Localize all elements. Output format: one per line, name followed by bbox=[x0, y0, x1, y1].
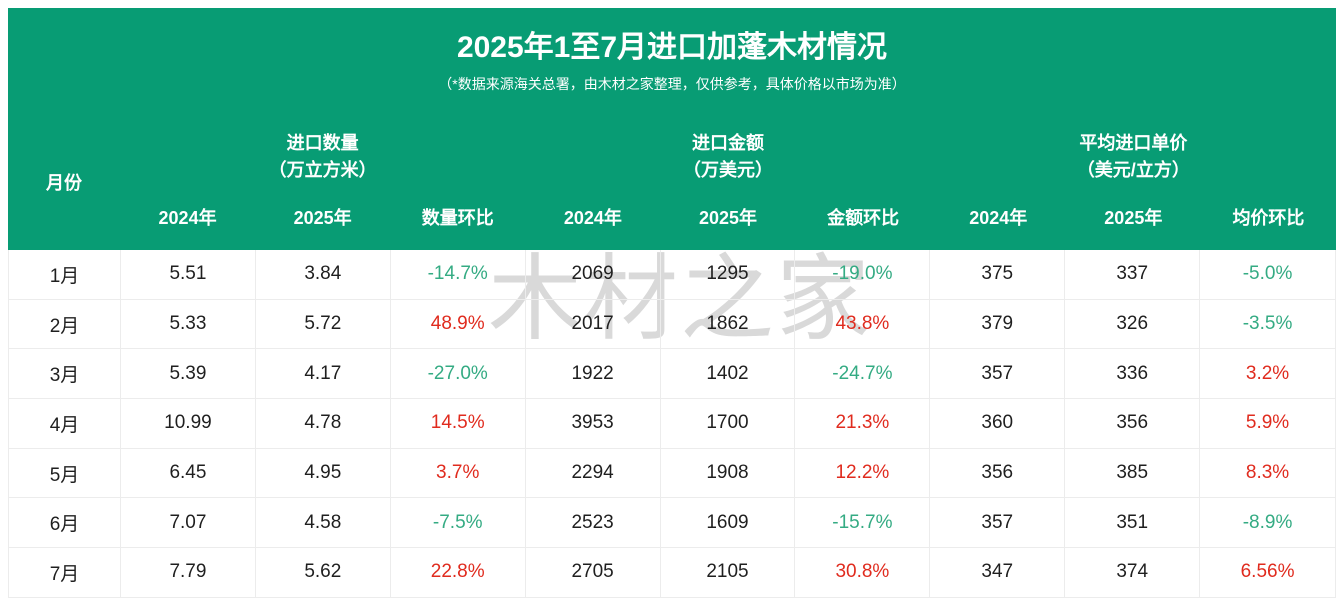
table-cell: 1862 bbox=[660, 299, 796, 350]
column-header-amt-mom: 金额环比 bbox=[827, 208, 900, 228]
group-header-quantity: 进口数量 （万立方米） bbox=[120, 122, 525, 192]
column-header-price-2025: 2025年 bbox=[1104, 208, 1163, 228]
table-header-block: 2025年1至7月进口加蓬木材情况 （*数据来源海关总署，由木材之家整理，仅供参… bbox=[8, 8, 1336, 250]
table-cell: 1295 bbox=[660, 250, 796, 300]
month-cell: 4月 bbox=[9, 399, 121, 449]
table-cell: 5.33 bbox=[121, 299, 256, 350]
table-cell: 2523 bbox=[525, 498, 661, 549]
table-cell-mom: -7.5% bbox=[390, 498, 526, 549]
table-cell-mom: 3.7% bbox=[390, 448, 526, 499]
group-header-amount-unit: （万美元） bbox=[682, 160, 773, 180]
table-cell: 7.79 bbox=[121, 548, 256, 598]
table-cell-mom: -3.5% bbox=[1200, 300, 1335, 350]
table-cell-mom: 14.5% bbox=[390, 399, 526, 449]
table-cell-mom: -24.7% bbox=[795, 349, 931, 400]
table-cell: 2069 bbox=[525, 250, 661, 300]
table-cell: 360 bbox=[930, 399, 1066, 449]
table-cell: 356 bbox=[930, 448, 1066, 499]
table-cell: 2294 bbox=[525, 448, 661, 499]
table-cell: 326 bbox=[1065, 299, 1201, 350]
table-cell-mom: 21.3% bbox=[795, 399, 931, 449]
table-cell-mom: -15.7% bbox=[795, 498, 931, 549]
table-cell: 4.95 bbox=[255, 448, 391, 499]
table-cell: 347 bbox=[930, 548, 1066, 598]
table-cell-mom: 5.9% bbox=[1200, 399, 1335, 449]
page-subtitle: （*数据来源海关总署，由木材之家整理，仅供参考，具体价格以市场为准） bbox=[438, 76, 906, 92]
month-cell: 6月 bbox=[9, 498, 121, 549]
table-cell-mom: 12.2% bbox=[795, 448, 931, 499]
table-cell: 7.07 bbox=[121, 498, 256, 549]
table-cell: 6.45 bbox=[121, 448, 256, 499]
table-cell-mom: -8.9% bbox=[1200, 498, 1335, 549]
table-cell-mom: 6.56% bbox=[1200, 548, 1335, 598]
table-cell: 357 bbox=[930, 349, 1066, 400]
group-header-quantity-unit: （万立方米） bbox=[268, 160, 377, 180]
column-headers: 月份 进口数量 （万立方米） 进口金额 （万美元） 平均进口单价 （美元/立方）… bbox=[8, 122, 1336, 242]
table-cell-mom: 22.8% bbox=[390, 548, 526, 598]
table-cell-mom: 8.3% bbox=[1200, 449, 1335, 499]
group-header-amount-name: 进口金额 bbox=[691, 133, 764, 153]
month-cell: 7月 bbox=[9, 548, 121, 598]
column-header-qty-2025: 2025年 bbox=[293, 208, 352, 228]
table-cell: 1908 bbox=[660, 448, 796, 499]
table-cell: 1700 bbox=[660, 399, 796, 449]
group-header-amount: 进口金额 （万美元） bbox=[525, 122, 930, 192]
table-cell-mom: -19.0% bbox=[795, 250, 931, 300]
column-header-qty-2024: 2024年 bbox=[158, 208, 217, 228]
group-header-price-unit: （美元/立方） bbox=[1076, 160, 1190, 180]
table-cell: 1922 bbox=[525, 349, 661, 400]
column-header-month: 月份 bbox=[46, 173, 82, 193]
table-cell: 4.58 bbox=[255, 498, 391, 549]
table-cell-mom: 48.9% bbox=[390, 299, 526, 350]
table-cell: 10.99 bbox=[121, 399, 256, 449]
table-cell-mom: 43.8% bbox=[795, 299, 931, 350]
watermark: 木材之家 bbox=[488, 246, 873, 351]
table-cell: 3953 bbox=[525, 399, 661, 449]
table-cell: 337 bbox=[1065, 250, 1201, 300]
table-cell: 1609 bbox=[660, 498, 796, 549]
group-header-price-name: 平均进口单价 bbox=[1079, 133, 1188, 153]
month-cell: 3月 bbox=[9, 349, 121, 400]
table-cell: 4.17 bbox=[255, 349, 391, 400]
column-header-price-mom: 均价环比 bbox=[1232, 208, 1305, 228]
table-cell: 5.72 bbox=[255, 299, 391, 350]
column-header-amt-2025: 2025年 bbox=[698, 208, 758, 228]
page-title: 2025年1至7月进口加蓬木材情况 bbox=[456, 31, 888, 64]
month-cell: 1月 bbox=[9, 250, 121, 300]
column-header-amt-2024: 2024年 bbox=[563, 208, 622, 228]
table-cell: 1402 bbox=[660, 349, 796, 400]
table-cell: 356 bbox=[1065, 399, 1201, 449]
table-cell: 375 bbox=[930, 250, 1066, 300]
table-cell: 374 bbox=[1065, 548, 1201, 598]
group-header-quantity-name: 进口数量 bbox=[286, 133, 359, 153]
table-cell: 357 bbox=[930, 498, 1066, 549]
table-cell: 3.84 bbox=[255, 250, 391, 300]
table-cell-mom: -5.0% bbox=[1200, 250, 1335, 300]
table-cell: 5.62 bbox=[255, 548, 391, 598]
month-cell: 5月 bbox=[9, 448, 121, 499]
table-cell: 5.39 bbox=[121, 349, 256, 400]
table-cell: 336 bbox=[1065, 349, 1201, 400]
table-cell: 5.51 bbox=[121, 250, 256, 300]
column-header-qty-mom: 数量环比 bbox=[421, 208, 494, 228]
table-cell: 379 bbox=[930, 299, 1066, 350]
content-wrapper: 2025年1至7月进口加蓬木材情况 （*数据来源海关总署，由木材之家整理，仅供参… bbox=[8, 8, 1336, 598]
table-cell-mom: 30.8% bbox=[795, 548, 931, 598]
table-cell: 2105 bbox=[660, 548, 796, 598]
table-cell-mom: -14.7% bbox=[390, 250, 526, 300]
month-cell: 2月 bbox=[9, 299, 121, 350]
group-header-price: 平均进口单价 （美元/立方） bbox=[931, 122, 1336, 192]
table-cell: 385 bbox=[1065, 448, 1201, 499]
column-header-price-2024: 2024年 bbox=[969, 208, 1028, 228]
table-cell: 2017 bbox=[525, 299, 661, 350]
table-cell: 4.78 bbox=[255, 399, 391, 449]
table-body: 1月 5.51 3.84 -14.7% 2069 1295 -19.0% 375… bbox=[8, 250, 1336, 598]
table-cell: 2705 bbox=[525, 548, 661, 598]
table-cell-mom: -27.0% bbox=[390, 349, 526, 400]
table-cell: 351 bbox=[1065, 498, 1201, 549]
table-cell-mom: 3.2% bbox=[1200, 349, 1335, 400]
